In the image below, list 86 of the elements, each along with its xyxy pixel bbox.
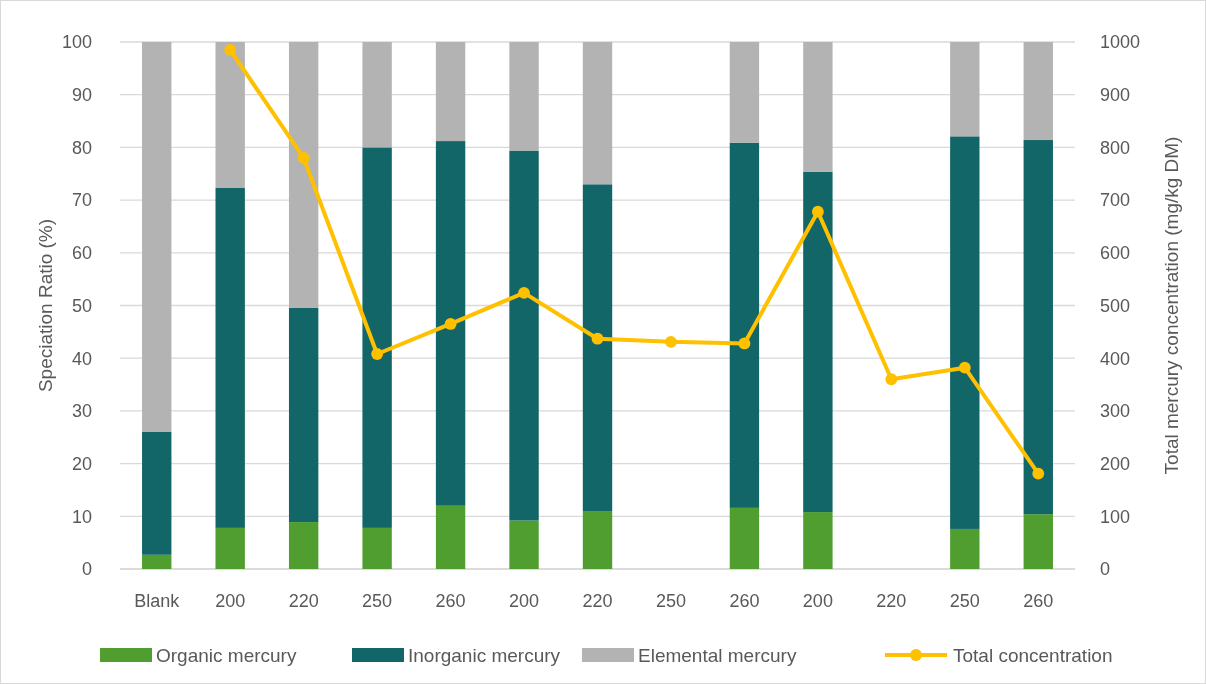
bar	[142, 42, 172, 432]
y-tick-label: 70	[71, 190, 92, 211]
legend-label: Organic mercury	[156, 644, 297, 666]
bar	[509, 42, 539, 151]
bar	[729, 42, 760, 143]
bar	[1023, 140, 1053, 515]
point	[444, 318, 457, 330]
legend-label: Total concentration	[953, 644, 1113, 666]
bar	[729, 507, 760, 569]
y2-tick-label: 100	[1100, 506, 1131, 527]
bar	[215, 187, 245, 528]
bar	[582, 42, 613, 185]
y2-tick-label: 900	[1100, 85, 1131, 105]
y2-axis-title: Total mercury concentration (mg/kg DM)	[1161, 136, 1182, 475]
legend-label: Inorganic mercury	[408, 644, 561, 666]
point	[371, 348, 384, 360]
y2-tick-label: 600	[1100, 243, 1131, 264]
bar	[582, 511, 613, 569]
bar	[803, 512, 833, 569]
bar	[435, 42, 466, 142]
y-tick-label: 90	[71, 85, 92, 105]
y-tick-label: 100	[61, 32, 92, 53]
x-tick-label: 220	[876, 591, 907, 611]
bar	[435, 505, 466, 569]
point	[518, 286, 530, 299]
point	[811, 205, 824, 218]
bar	[362, 527, 392, 569]
bar	[509, 520, 539, 569]
bar	[1023, 42, 1053, 141]
bar	[362, 147, 392, 528]
bar	[950, 528, 980, 569]
y-tick-label: 50	[71, 295, 92, 316]
x-tick-label: 250	[362, 591, 393, 611]
x-tick-label: 200	[215, 591, 246, 611]
point	[224, 44, 237, 56]
x-tick-label: 200	[509, 591, 540, 611]
y-tick-label: 10	[71, 506, 92, 527]
bar	[362, 42, 392, 148]
bar	[582, 184, 613, 512]
bar	[215, 527, 245, 569]
x-tick-label: 250	[949, 591, 980, 611]
y2-tick-label: 0	[1100, 559, 1111, 580]
point	[738, 337, 751, 350]
bar	[142, 431, 172, 555]
y-tick-label: 60	[71, 243, 92, 264]
x-tick-label: 200	[802, 591, 833, 611]
legend-label: Elemental mercury	[638, 644, 797, 666]
x-tick-label: 250	[655, 591, 686, 611]
point	[1032, 467, 1045, 480]
y2-tick-label: 400	[1100, 348, 1131, 369]
x-tick-label: 260	[729, 591, 760, 611]
bar	[435, 141, 466, 506]
point	[665, 335, 677, 348]
y2-tick-label: 1000	[1100, 32, 1141, 53]
bar	[803, 171, 833, 513]
x-tick-label: Blank	[134, 591, 181, 611]
x-tick-label: 220	[288, 591, 319, 611]
bar	[950, 136, 980, 529]
y-axis-title: Speciation Ratio (%)	[35, 218, 56, 393]
point	[591, 332, 604, 345]
bar	[1023, 514, 1053, 569]
y-tick-label: 20	[71, 453, 92, 474]
point	[958, 361, 971, 374]
y2-tick-label: 300	[1100, 401, 1131, 422]
bar	[215, 42, 245, 188]
point	[885, 373, 898, 386]
x-tick-label: 260	[1023, 591, 1054, 611]
y-tick-label: 0	[81, 559, 92, 580]
bar	[288, 522, 319, 569]
y2-tick-label: 500	[1100, 295, 1131, 316]
bar	[729, 142, 760, 508]
y2-tick-label: 700	[1100, 190, 1131, 211]
bar	[142, 554, 172, 569]
y-tick-label: 80	[71, 137, 92, 158]
x-tick-label: 260	[435, 591, 466, 611]
y2-tick-label: 800	[1100, 137, 1131, 158]
point	[297, 152, 310, 164]
y-tick-label: 30	[71, 401, 92, 422]
bar	[288, 42, 319, 308]
bar	[288, 307, 319, 523]
y-tick-label: 40	[71, 348, 92, 369]
bar	[950, 42, 980, 137]
x-tick-label: 220	[582, 591, 613, 611]
bar	[803, 42, 833, 172]
y2-tick-label: 200	[1100, 453, 1131, 474]
bar	[509, 150, 539, 521]
